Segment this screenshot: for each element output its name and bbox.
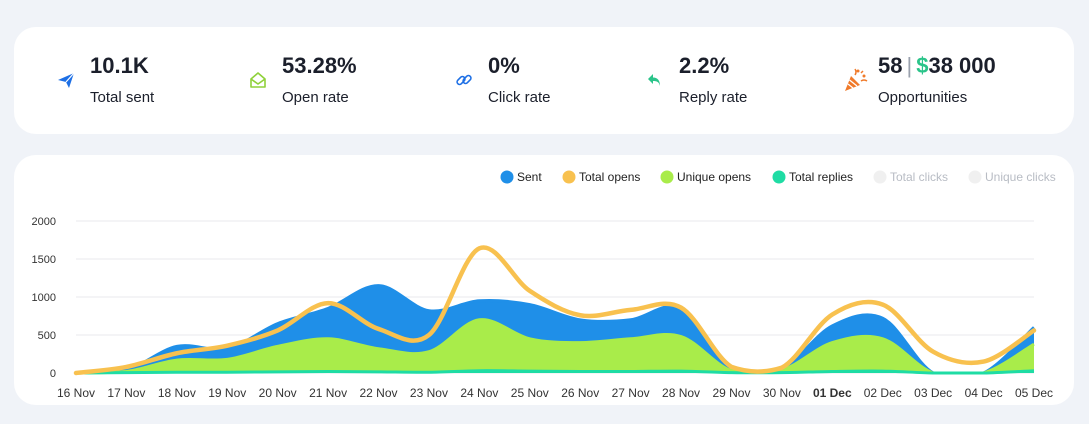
stat-label: Total sent (90, 89, 155, 106)
x-tick-label: 28 Nov (662, 386, 700, 400)
y-tick-label: 500 (38, 330, 56, 342)
x-tick-label: 30 Nov (763, 386, 801, 400)
y-tick-label: 1500 (32, 254, 56, 266)
legend-swatch (772, 170, 786, 184)
stat-label: Click rate (488, 89, 551, 106)
x-tick-label: 04 Dec (965, 386, 1003, 400)
x-tick-label: 17 Nov (107, 386, 145, 400)
x-tick-label: 22 Nov (360, 386, 398, 400)
currency-symbol: $ (916, 53, 929, 78)
stat-value: 10.1K (90, 53, 149, 78)
x-tick-label: 18 Nov (158, 386, 196, 400)
x-tick-label: 05 Dec (1015, 386, 1053, 400)
stat-label: Reply rate (679, 89, 748, 106)
chart-card: 0 500 1000 1500 2000 16 Nov 17 Nov 18 Nov 19 No… (14, 155, 1074, 405)
open-envelope-icon (248, 70, 268, 90)
stat-value: 53.28% (282, 53, 357, 78)
legend-swatch (968, 170, 982, 184)
legend-label: Total clicks (890, 170, 948, 184)
legend-item-total-clicks[interactable]: Total clicks (873, 170, 949, 184)
legend-label: Unique opens (677, 170, 751, 184)
legend-item-unique-opens[interactable]: Unique opens (660, 170, 752, 184)
x-tick-label: 23 Nov (410, 386, 448, 400)
reply-arrow-icon (645, 70, 665, 90)
y-tick-label: 2000 (32, 216, 56, 228)
legend-item-unique-clicks[interactable]: Unique clicks (968, 170, 1056, 184)
legend-swatch (873, 170, 887, 184)
x-tick-label: 02 Dec (864, 386, 902, 400)
x-tick-label: 27 Nov (612, 386, 650, 400)
stat-label: Open rate (282, 89, 349, 106)
series-unique-opens-edge (75, 318, 1035, 375)
series-total-replies-edge (75, 369, 1035, 375)
legend-swatch (660, 170, 674, 184)
x-tick-label: 29 Nov (712, 386, 750, 400)
legend-item-total-replies[interactable]: Total replies (772, 170, 854, 184)
stats-card: 10.1K Total sent 53.28% Open rate 0% Cli… (14, 27, 1074, 134)
value-separator: | (906, 53, 913, 78)
legend-swatch (500, 170, 514, 184)
activity-chart: 0 500 1000 1500 2000 16 Nov 17 Nov 18 Nov 19 No… (32, 170, 1056, 400)
legend-item-total-opens[interactable]: Total opens (562, 170, 641, 184)
x-tick-label: 25 Nov (511, 386, 549, 400)
legend-label: Sent (517, 170, 542, 184)
y-tick-label: 0 (50, 368, 56, 380)
x-tick-label: 24 Nov (460, 386, 498, 400)
stat-value: 0% (488, 53, 520, 78)
paper-plane-icon (56, 70, 76, 90)
link-icon (454, 70, 474, 90)
x-tick-label: 21 Nov (309, 386, 347, 400)
x-tick-label: 03 Dec (914, 386, 952, 400)
legend-label: Unique clicks (985, 170, 1056, 184)
x-tick-label: 20 Nov (259, 386, 297, 400)
series-unique-opens-area (76, 319, 1034, 373)
stat-value: 58 | $38 000 (878, 53, 996, 79)
y-tick-label: 1000 (32, 292, 56, 304)
x-tick-label: 16 Nov (57, 386, 95, 400)
legend-swatch (562, 170, 576, 184)
party-popper-icon (842, 67, 868, 93)
x-tick-label: 01 Dec (813, 386, 852, 400)
stat-label: Opportunities (878, 89, 968, 106)
x-tick-label: 19 Nov (208, 386, 246, 400)
legend-item-sent[interactable]: Sent (500, 170, 543, 184)
opportunities-amount: 38 000 (928, 53, 996, 78)
legend-label: Total opens (579, 170, 640, 184)
x-tick-label: 26 Nov (561, 386, 599, 400)
opportunities-count: 58 (878, 53, 903, 78)
series-total-opens-line (73, 245, 1037, 376)
legend-label: Total replies (789, 170, 853, 184)
stat-value: 2.2% (679, 53, 730, 78)
